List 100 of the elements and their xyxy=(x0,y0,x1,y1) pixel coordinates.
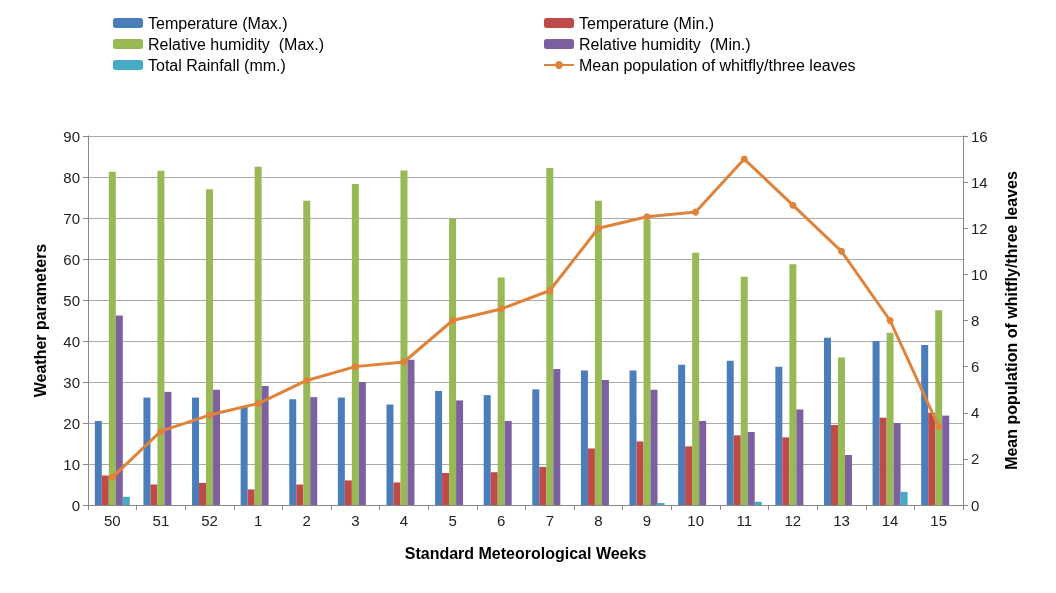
bar xyxy=(143,397,151,505)
point xyxy=(206,411,214,419)
bar xyxy=(872,341,880,505)
bar xyxy=(449,218,457,505)
bar xyxy=(150,484,158,505)
bar xyxy=(692,252,700,505)
x-axis-title: Standard Meteorological Weeks xyxy=(404,544,647,562)
bar xyxy=(935,310,943,505)
x-tick-label: 12 xyxy=(784,512,802,529)
y2-tick-label: 12 xyxy=(971,219,988,237)
x-tick-label: 6 xyxy=(497,512,506,529)
bar xyxy=(108,171,116,505)
y2-tick-label: 14 xyxy=(971,173,988,191)
bar xyxy=(122,496,130,505)
bar xyxy=(303,200,311,505)
bar xyxy=(157,170,165,505)
bar xyxy=(886,332,894,505)
bar xyxy=(400,170,408,505)
bar xyxy=(497,277,505,505)
x-tick-label: 9 xyxy=(642,512,652,529)
x-tick-label: 8 xyxy=(594,512,603,529)
point xyxy=(449,317,457,324)
y-tick-label: 90 xyxy=(63,127,80,145)
bar xyxy=(636,441,644,505)
bar xyxy=(115,315,123,505)
legend-label: Total Rainfall (mm.) xyxy=(148,56,286,74)
bar xyxy=(782,437,790,505)
x-tick-label: 10 xyxy=(687,512,704,529)
bar xyxy=(386,404,394,505)
bar xyxy=(587,448,595,505)
bar xyxy=(247,489,255,505)
bar xyxy=(164,391,172,505)
point xyxy=(692,208,700,216)
bar xyxy=(296,484,304,505)
legend-label: Relative humidity (Max.) xyxy=(148,35,325,53)
bar xyxy=(393,482,401,505)
x-tick-label: 51 xyxy=(152,512,170,529)
point xyxy=(789,201,797,209)
y-axis-title: Weather parameters xyxy=(31,243,49,398)
y-tick-label: 80 xyxy=(63,168,80,186)
bar xyxy=(879,417,887,505)
bar xyxy=(921,345,929,505)
bar xyxy=(900,491,908,505)
bar xyxy=(456,400,464,505)
point xyxy=(837,247,845,255)
bar xyxy=(601,379,609,505)
y-tick-label: 60 xyxy=(63,250,80,268)
bar xyxy=(893,423,901,505)
y2-axis-title: Mean population of whitfly/three leaves xyxy=(1002,171,1020,470)
bar xyxy=(733,435,741,505)
bar xyxy=(754,501,762,505)
y-tick-label: 20 xyxy=(63,414,80,432)
bar xyxy=(942,415,950,505)
bar xyxy=(775,366,783,505)
bar xyxy=(435,391,443,505)
bar xyxy=(254,166,262,505)
bar xyxy=(199,482,207,505)
bar xyxy=(580,370,588,505)
y2-tick-label: 16 xyxy=(971,127,988,145)
bar xyxy=(442,473,450,505)
x-tick-label: 11 xyxy=(736,512,753,529)
y2-tick-label: 4 xyxy=(971,404,980,422)
point xyxy=(108,473,116,481)
bar xyxy=(483,395,491,505)
bar xyxy=(837,357,845,505)
bar xyxy=(539,466,547,505)
bar xyxy=(192,397,200,505)
x-tick-label: 52 xyxy=(201,512,218,529)
bar xyxy=(240,406,248,505)
point xyxy=(497,305,505,313)
point xyxy=(157,427,165,435)
legend-label: Relative humidity (Min.) xyxy=(579,35,751,53)
bar xyxy=(358,382,366,505)
bar xyxy=(699,420,707,505)
bar xyxy=(726,360,734,505)
bar xyxy=(504,420,512,505)
y-tick-label: 50 xyxy=(63,291,80,309)
point xyxy=(351,363,359,371)
bar xyxy=(789,264,797,505)
bar xyxy=(344,480,352,505)
legend-label: Temperature (Max.) xyxy=(148,14,288,32)
y2-tick-label: 10 xyxy=(971,265,988,283)
bar xyxy=(94,420,102,505)
y-tick-label: 40 xyxy=(63,332,80,350)
bar xyxy=(532,389,540,505)
bar xyxy=(206,189,214,505)
legend-label: Mean population of whitfly/three leaves xyxy=(579,56,856,74)
bar xyxy=(685,446,693,505)
y2-tick-label: 6 xyxy=(971,358,980,376)
x-tick-label: 2 xyxy=(302,512,311,529)
y2-tick-label: 2 xyxy=(971,450,980,468)
y2-tick-label: 8 xyxy=(971,312,980,329)
y-tick-label: 70 xyxy=(63,209,80,227)
bar xyxy=(101,475,109,505)
legend-label: Temperature (Min.) xyxy=(579,14,715,32)
point xyxy=(254,400,262,408)
bar xyxy=(747,432,755,505)
bar xyxy=(289,399,297,505)
bar xyxy=(553,368,561,505)
bar xyxy=(823,337,831,505)
